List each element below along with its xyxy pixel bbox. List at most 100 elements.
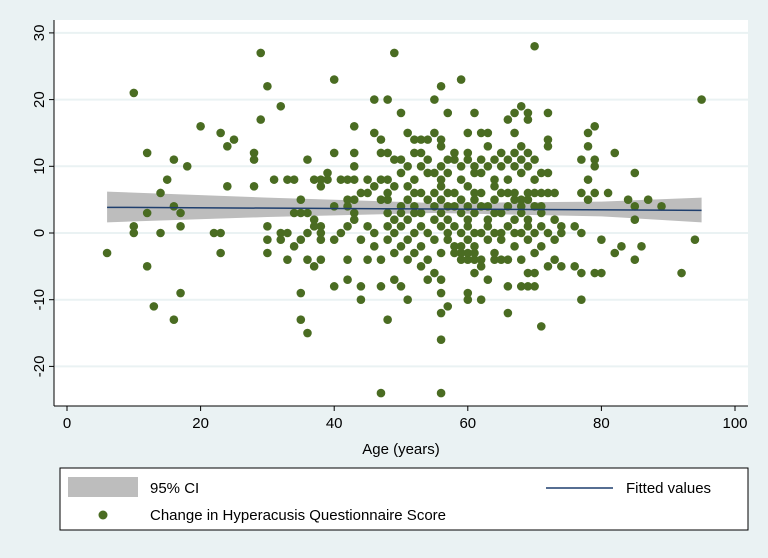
y-tick-label: -10 [31,289,48,311]
data-point [476,188,486,198]
data-point [470,108,479,118]
data-point [343,222,352,231]
data-point [483,222,493,231]
data-point [436,288,446,298]
data-point [483,128,493,138]
data-point [690,235,700,244]
data-point [476,155,486,164]
data-point [149,302,159,311]
data-point [343,175,352,184]
data-point [643,195,653,204]
data-point [450,155,459,164]
data-point [223,182,232,191]
x-axis-title: Age (years) [362,441,440,458]
x-tick-label: 0 [63,415,71,432]
data-point [336,228,346,238]
data-point [436,175,446,184]
data-point [523,268,533,278]
data-point [416,242,426,251]
y-tick-label: 20 [31,91,48,108]
data-point [169,202,179,211]
data-point [577,155,586,164]
data-point [496,255,506,264]
data-point [396,168,406,178]
data-point [410,175,419,184]
data-point [536,168,546,178]
data-point [536,188,546,198]
data-point [550,215,559,224]
data-point [430,188,439,198]
data-point [403,295,412,305]
data-point [403,215,412,224]
data-point [390,48,399,58]
data-point [356,295,366,305]
data-point [503,255,513,264]
data-point [630,202,640,211]
data-point [456,228,466,238]
data-point [523,148,533,158]
data-point [503,222,513,231]
data-point [423,195,433,204]
data-point [483,215,493,224]
data-point [510,228,519,238]
legend-ci-label: 95% CI [150,480,199,497]
x-tick-label: 80 [593,415,610,432]
data-point [343,202,352,211]
data-point [570,222,579,231]
legend-points-marker [98,510,108,520]
data-point [383,195,392,204]
data-point [516,208,526,218]
data-point [296,195,306,204]
data-point [316,228,326,238]
data-point [503,188,513,198]
data-point [456,195,466,204]
data-point [516,155,526,164]
data-point [456,75,466,84]
data-point [336,175,346,184]
data-point [309,175,319,184]
data-point [583,195,593,204]
data-point [590,121,600,131]
data-point [349,208,359,218]
data-point [289,208,299,218]
data-point [309,262,319,271]
data-point [443,235,453,244]
data-point [443,108,453,118]
data-point [283,175,292,184]
data-point [403,162,412,171]
data-point [523,108,533,118]
data-point [263,248,272,258]
data-point [496,162,506,171]
data-point [503,202,513,211]
data-point [456,208,466,218]
data-point [383,95,392,104]
data-point [436,141,446,151]
data-point [403,235,412,244]
data-point [503,282,513,291]
data-point [470,268,479,278]
data-point [423,275,433,284]
data-point [610,248,620,258]
data-point [356,282,366,291]
data-point [296,235,306,244]
data-point [396,208,406,218]
data-point [396,242,406,251]
data-point [543,188,553,198]
data-point [503,155,513,164]
data-point [463,148,473,158]
data-point [410,135,419,144]
data-point [523,162,533,171]
data-point [490,182,499,191]
data-point [590,162,600,171]
data-point [329,282,339,291]
data-point [343,255,352,264]
data-point [476,228,486,238]
data-point [490,228,499,238]
data-point [390,228,399,238]
data-point [463,222,473,231]
legend-fit-label: Fitted values [626,480,711,497]
data-point [129,222,139,231]
data-point [276,235,286,244]
legend-ci-swatch [68,477,138,497]
